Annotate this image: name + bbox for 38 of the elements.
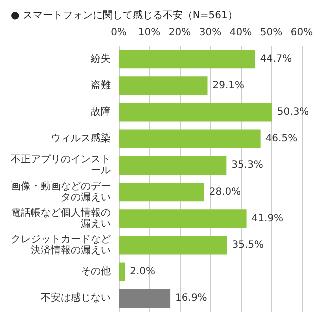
y-tick-label: 不正アプリのインストール bbox=[11, 154, 111, 177]
x-tick-label: 40% bbox=[230, 28, 252, 38]
y-tick-label: 画像・動画などのデータの漏えい bbox=[11, 180, 111, 204]
x-tick-label: 0% bbox=[111, 28, 127, 38]
bar bbox=[119, 210, 247, 228]
bar bbox=[119, 103, 272, 122]
data-label: 44.7% bbox=[260, 54, 292, 65]
data-label: 2.0% bbox=[130, 266, 156, 278]
y-tick-label: クレジットカードなど決済情報の漏えい bbox=[11, 234, 111, 256]
y-tick-label: 不安は感じない bbox=[41, 292, 111, 304]
data-label: 16.9% bbox=[176, 293, 208, 304]
data-label: 41.9% bbox=[252, 213, 284, 224]
data-label: 35.3% bbox=[232, 160, 264, 172]
data-label: 35.5% bbox=[232, 240, 264, 251]
chart-title: ● スマートフォンに関して感じる不安（N=561） bbox=[11, 10, 238, 22]
data-label: 50.3% bbox=[277, 107, 310, 118]
data-label: 28.0% bbox=[209, 186, 242, 198]
bar bbox=[119, 289, 171, 308]
y-tick-label: 電話帳など個人情報の漏えい bbox=[11, 206, 111, 230]
x-tick-label: 10% bbox=[138, 28, 161, 38]
data-label: 46.5% bbox=[266, 134, 298, 145]
x-tick-label: 50% bbox=[260, 28, 283, 38]
bar bbox=[119, 76, 208, 96]
bar bbox=[119, 156, 227, 176]
x-tick-label: 30% bbox=[199, 28, 222, 38]
bar bbox=[119, 262, 126, 282]
y-tick-label: その他 bbox=[81, 266, 111, 278]
x-tick-label: 20% bbox=[168, 28, 192, 38]
bar bbox=[119, 50, 256, 69]
bar bbox=[119, 236, 228, 255]
y-tick-label: 故障 bbox=[91, 106, 111, 118]
bar bbox=[119, 130, 261, 148]
y-tick-label: ウィルス感染 bbox=[51, 132, 111, 145]
data-label: 29.1% bbox=[212, 80, 245, 92]
y-tick-label: 紛失 bbox=[90, 52, 111, 65]
y-tick-label: 盗難 bbox=[91, 79, 111, 92]
x-tick-label: 60% bbox=[290, 28, 314, 38]
bar bbox=[119, 182, 204, 202]
